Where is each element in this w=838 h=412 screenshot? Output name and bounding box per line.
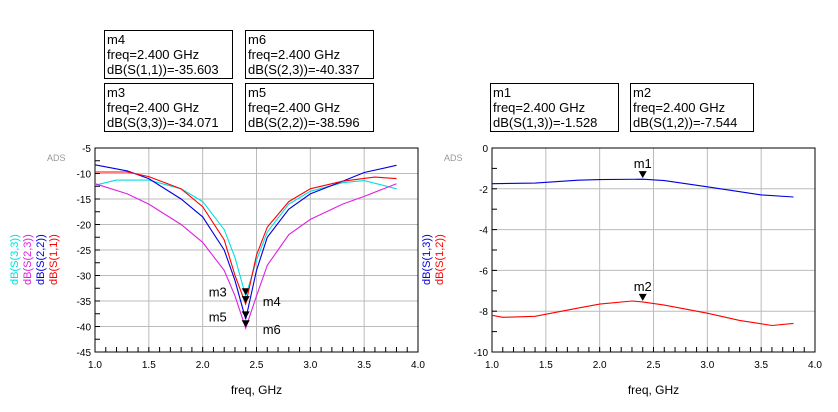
ads-watermark: ADS <box>444 153 463 163</box>
marker-freq: freq=2.400 GHz <box>248 47 341 62</box>
marker-box-m6[interactable]: m6 freq=2.400 GHz dB(S(2,3))=-40.337 <box>245 30 374 79</box>
marker-name: m6 <box>248 32 267 47</box>
marker-value: dB(S(1,3))=-1.528 <box>493 115 598 130</box>
plot-frame <box>94 147 419 353</box>
marker-freq: freq=2.400 GHz <box>107 47 200 62</box>
plot-frame <box>491 147 816 353</box>
y-tick-label: -25 <box>77 246 92 257</box>
x-tick-label: 3.5 <box>357 360 371 371</box>
legend-entry: dB(S(1,2)) <box>434 234 446 285</box>
marker-name: m2 <box>633 85 652 100</box>
x-tick-label: 1.5 <box>539 360 553 371</box>
marker-triangle-icon <box>241 320 250 328</box>
chart-2: 1.0 1.5 2.0 2.5 3.0 3.5 4.0 0 -2 -4 -6 -8 -10 ADS freq… <box>421 144 822 397</box>
series-line <box>491 300 794 327</box>
x-tick-label: 3.0 <box>303 360 317 371</box>
y-tick-label: -10 <box>474 348 489 359</box>
x-tick-label: 2.0 <box>593 360 607 371</box>
series-line <box>94 164 397 320</box>
x-tick-label: 1.5 <box>142 360 156 371</box>
marker-box-m2[interactable]: m2 freq=2.400 GHz dB(S(1,2))=-7.544 <box>630 83 754 132</box>
y-tick-label: 0 <box>482 144 488 155</box>
marker-label: m4 <box>263 294 281 309</box>
marker-name: m5 <box>248 85 267 100</box>
x-axis-label: freq, GHz <box>231 383 282 397</box>
series-line <box>94 183 397 330</box>
marker-value: dB(S(1,1))=-35.603 <box>107 62 219 77</box>
x-axis-label: freq, GHz <box>628 383 679 397</box>
marker-name: m4 <box>107 32 126 47</box>
y-tick-label: -10 <box>77 170 92 181</box>
legend-entry: dB(S(2,3)) <box>22 234 34 285</box>
marker-name: m3 <box>107 85 126 100</box>
y-tick-label: -35 <box>77 297 92 308</box>
marker-freq: freq=2.400 GHz <box>107 100 200 115</box>
legend-entry: dB(S(2,2)) <box>35 234 47 285</box>
x-tick-label: 2.5 <box>647 360 661 371</box>
x-tick-label: 3.5 <box>754 360 768 371</box>
marker-box-m1[interactable]: m1 freq=2.400 GHz dB(S(1,3))=-1.528 <box>490 83 619 132</box>
series-line <box>491 178 794 198</box>
marker-freq: freq=2.400 GHz <box>493 100 586 115</box>
marker-box-m3[interactable]: m3 freq=2.400 GHz dB(S(3,3))=-34.071 <box>104 83 233 132</box>
y-tick-label: -20 <box>77 221 92 232</box>
marker-value: dB(S(2,2))=-38.596 <box>248 115 360 130</box>
y-tick-label: -4 <box>479 226 488 237</box>
marker-freq: freq=2.400 GHz <box>633 100 726 115</box>
y-tick-label: -8 <box>479 307 488 318</box>
series-line <box>95 171 397 307</box>
marker-name: m1 <box>493 85 512 100</box>
marker-box-m4[interactable]: m4 freq=2.400 GHz dB(S(1,1))=-35.603 <box>104 30 233 79</box>
marker-triangle-icon <box>241 288 250 296</box>
marker-label: m3 <box>209 284 227 299</box>
series-line <box>94 179 397 299</box>
y-tick-label: -30 <box>77 272 92 283</box>
chart-1: 1.0 1.5 2.0 2.5 3.0 3.5 4.0 -5 -10 -15 -20 -25 -30 -3… <box>9 144 425 397</box>
marker-label: m1 <box>634 156 652 171</box>
x-tick-label: 3.0 <box>700 360 714 371</box>
marker-triangle-icon <box>638 171 647 179</box>
y-tick-label: -15 <box>77 195 92 206</box>
y-tick-label: -40 <box>77 323 92 334</box>
marker-triangle-icon <box>241 311 250 319</box>
x-tick-label: 1.0 <box>88 360 102 371</box>
y-tick-label: -2 <box>479 185 488 196</box>
x-tick-label: 1.0 <box>485 360 499 371</box>
marker-box-m5[interactable]: m5 freq=2.400 GHz dB(S(2,2))=-38.596 <box>245 83 374 132</box>
marker-value: dB(S(1,2))=-7.544 <box>633 115 738 130</box>
marker-freq: freq=2.400 GHz <box>248 100 341 115</box>
marker-triangle-icon <box>241 296 250 304</box>
ads-watermark: ADS <box>47 153 66 163</box>
x-tick-label: 4.0 <box>808 360 822 371</box>
marker-label: m2 <box>634 279 652 294</box>
x-tick-label: 2.5 <box>250 360 264 371</box>
x-tick-label: 2.0 <box>196 360 210 371</box>
y-tick-label: -6 <box>479 266 488 277</box>
y-tick-label: -5 <box>82 144 91 155</box>
marker-label: m5 <box>209 309 227 324</box>
y-tick-label: -45 <box>77 348 92 359</box>
marker-triangle-icon <box>638 293 647 301</box>
legend-entry: dB(S(1,3)) <box>421 234 433 285</box>
marker-value: dB(S(3,3))=-34.071 <box>107 115 219 130</box>
x-tick-label: 4.0 <box>411 360 425 371</box>
legend-entry: dB(S(1,1)) <box>48 234 60 285</box>
legend-entry: dB(S(3,3)) <box>9 234 21 285</box>
marker-label: m6 <box>263 322 281 337</box>
marker-value: dB(S(2,3))=-40.337 <box>248 62 360 77</box>
